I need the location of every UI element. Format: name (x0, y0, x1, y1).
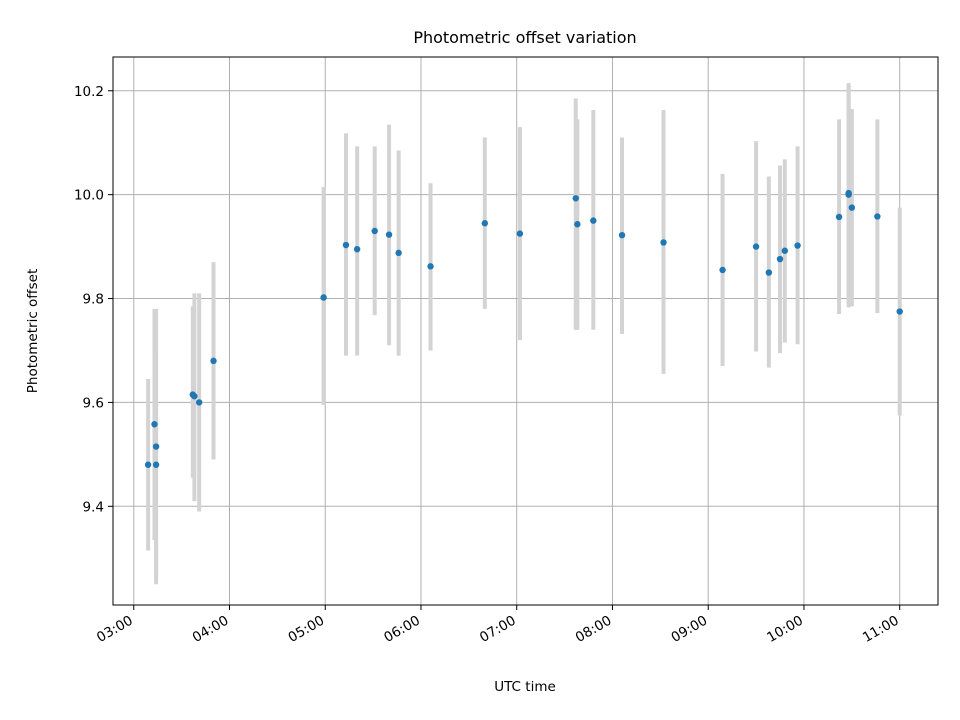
data-point (427, 263, 434, 270)
data-point (618, 231, 626, 239)
data-point (848, 204, 856, 211)
data-point (765, 269, 773, 276)
x-tick-label: 03:00 (94, 613, 136, 646)
x-tick-label: 06:00 (381, 613, 423, 646)
data-point (776, 255, 784, 263)
x-tick-label: 11:00 (860, 613, 902, 646)
data-point (660, 239, 667, 246)
y-tick-label: 10.2 (74, 84, 104, 100)
data-point (191, 392, 198, 400)
data-point (151, 421, 158, 428)
y-axis-label: Photometric offset (25, 269, 41, 393)
data-point (371, 227, 378, 235)
x-axis-label: UTC time (494, 679, 556, 695)
data-points (144, 189, 903, 468)
y-gridlines (113, 90, 938, 507)
data-point (794, 242, 801, 249)
x-tick-label: 05:00 (286, 613, 328, 646)
y-tick-label: 9.4 (83, 499, 104, 515)
x-tick-label: 09:00 (669, 613, 711, 646)
x-tick-label: 04:00 (190, 613, 232, 646)
plot-frame (112, 56, 939, 606)
data-point (353, 245, 361, 253)
x-tick-label: 07:00 (477, 613, 519, 646)
y-tick-label: 9.8 (83, 292, 104, 308)
x-axis-ticks: 03:00 04:00 05:00 06:00 07:00 08:00 09:00 10:00… (94, 605, 902, 646)
y-axis-ticks: 9.4 9.6 9.8 10.0 10.2 (74, 84, 113, 515)
data-point (896, 308, 903, 315)
x-tick-label: 08:00 (573, 613, 615, 646)
data-point (572, 195, 579, 202)
data-point (152, 443, 160, 450)
data-point (385, 231, 393, 238)
data-point (342, 241, 350, 249)
data-point (835, 213, 843, 221)
data-point (210, 357, 217, 365)
y-tick-label: 10.0 (74, 188, 104, 204)
x-tick-label: 10:00 (764, 613, 806, 646)
data-point (719, 266, 726, 274)
data-point (516, 230, 524, 237)
data-point (874, 213, 881, 220)
data-point (320, 294, 327, 301)
data-point (590, 217, 597, 224)
data-point (144, 461, 152, 468)
data-point (781, 247, 789, 254)
data-point (574, 221, 581, 228)
chart-title: Photometric offset variation (413, 28, 636, 47)
data-point (752, 243, 760, 250)
data-point (395, 249, 402, 257)
error-bars (146, 82, 902, 585)
y-tick-label: 9.6 (83, 395, 104, 411)
data-point (481, 220, 489, 227)
data-point (845, 189, 852, 197)
data-point (152, 461, 160, 468)
data-point (195, 399, 203, 406)
